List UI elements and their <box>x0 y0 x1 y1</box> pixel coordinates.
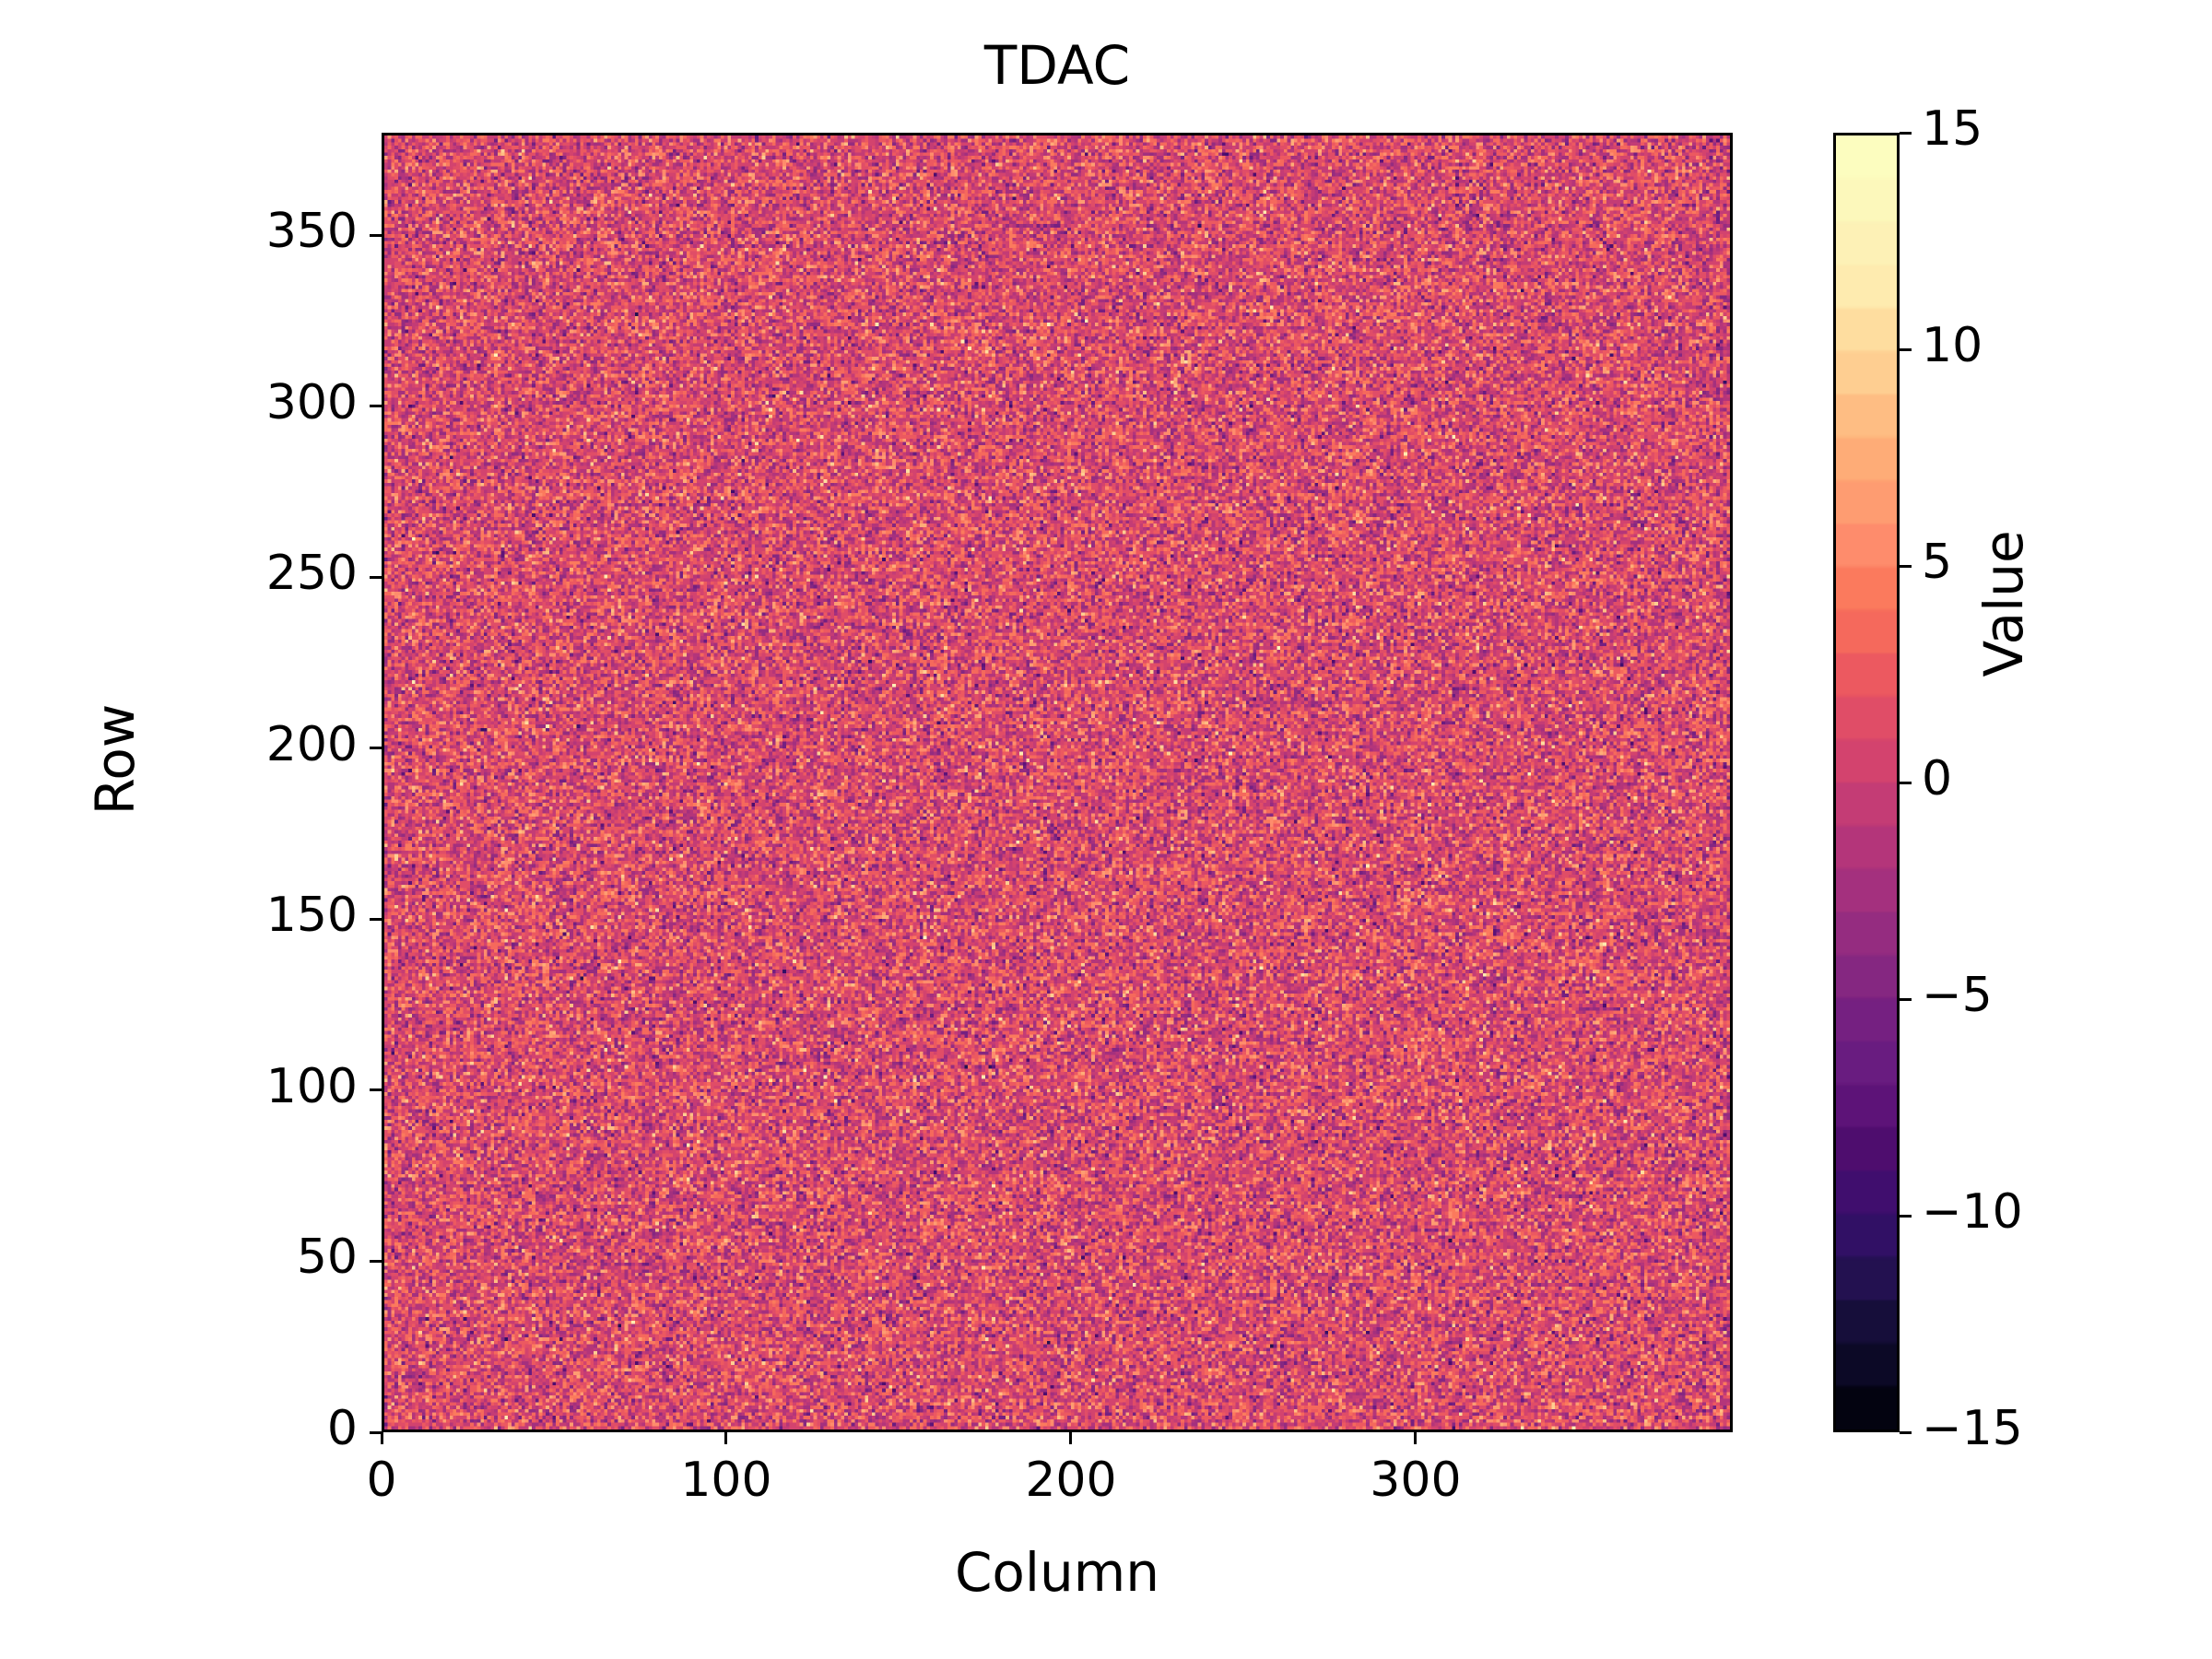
y-tick-mark <box>370 747 382 750</box>
colorbar-tick-label: 15 <box>1922 101 1983 157</box>
colorbar-tick-mark <box>1900 347 1912 351</box>
x-tick-label: 300 <box>1370 1453 1462 1508</box>
y-tick-label: 300 <box>265 374 358 430</box>
x-tick-label: 200 <box>1025 1453 1117 1508</box>
x-tick-label: 0 <box>366 1453 397 1508</box>
y-tick-mark <box>370 233 382 237</box>
colorbar-tick-label: 10 <box>1922 318 1983 373</box>
page-title: TDAC <box>983 34 1131 97</box>
colorbar-tick-mark <box>1900 131 1912 135</box>
x-tick-mark <box>1069 1432 1073 1444</box>
colorbar-tick-label: −15 <box>1922 1401 2023 1456</box>
x-axis-label: Column <box>954 1541 1160 1604</box>
x-tick-mark <box>380 1432 383 1444</box>
y-tick-mark <box>370 1430 382 1434</box>
x-tick-mark <box>1414 1432 1418 1444</box>
y-tick-label: 100 <box>265 1058 358 1114</box>
colorbar <box>1833 133 1900 1432</box>
colorbar-tick-mark <box>1900 1430 1912 1434</box>
y-tick-label: 150 <box>265 888 358 944</box>
colorbar-tick-label: −5 <box>1922 968 1993 1023</box>
heatmap-axes <box>382 133 1733 1432</box>
y-axis-label: Row <box>84 703 147 816</box>
colorbar-tick-mark <box>1900 564 1912 568</box>
y-tick-label: 250 <box>265 546 358 602</box>
colorbar-tick-mark <box>1900 781 1912 784</box>
y-tick-label: 200 <box>265 716 358 772</box>
y-tick-mark <box>370 1088 382 1092</box>
colorbar-tick-label: 5 <box>1922 535 1953 590</box>
colorbar-tick-mark <box>1900 997 1912 1001</box>
colorbar-label: Value <box>1972 530 2035 677</box>
y-tick-mark <box>370 405 382 408</box>
y-tick-mark <box>370 575 382 579</box>
y-tick-mark <box>370 917 382 921</box>
heatmap-image <box>384 135 1730 1430</box>
x-tick-mark <box>724 1432 728 1444</box>
colorbar-tick-label: −10 <box>1922 1184 2023 1240</box>
y-tick-mark <box>370 1259 382 1263</box>
y-tick-label: 350 <box>265 204 358 260</box>
colorbar-gradient <box>1836 135 1897 1430</box>
x-tick-label: 100 <box>680 1453 772 1508</box>
y-tick-label: 0 <box>326 1401 358 1456</box>
colorbar-tick-label: 0 <box>1922 751 1953 806</box>
colorbar-tick-mark <box>1900 1214 1912 1218</box>
y-tick-label: 50 <box>296 1230 358 1286</box>
